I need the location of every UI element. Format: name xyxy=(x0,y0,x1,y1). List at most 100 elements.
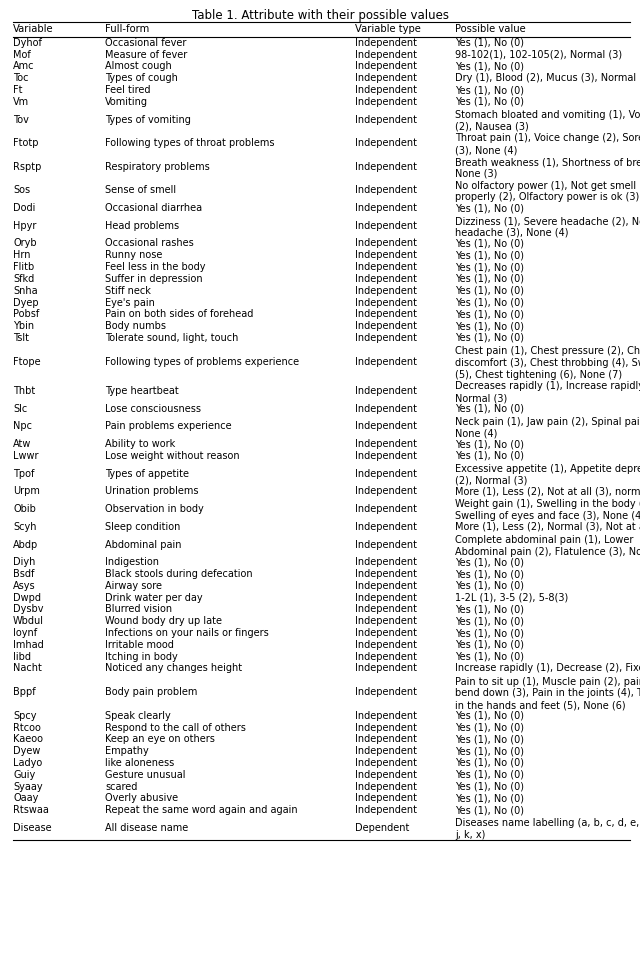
Text: Occasional fever: Occasional fever xyxy=(105,37,186,48)
Text: Normal (3): Normal (3) xyxy=(455,393,508,403)
Text: Ftope: Ftope xyxy=(13,356,40,367)
Text: Independent: Independent xyxy=(355,50,417,59)
Text: Independent: Independent xyxy=(355,805,417,815)
Text: Amc: Amc xyxy=(13,61,35,72)
Text: Pobsf: Pobsf xyxy=(13,309,39,319)
Text: Variable: Variable xyxy=(13,24,54,34)
Text: Weight gain (1), Swelling in the body (2),: Weight gain (1), Swelling in the body (2… xyxy=(455,499,640,510)
Text: Pain to sit up (1), Muscle pain (2), pain to: Pain to sit up (1), Muscle pain (2), pai… xyxy=(455,676,640,687)
Text: Independent: Independent xyxy=(355,651,417,662)
Text: Dysbv: Dysbv xyxy=(13,604,44,614)
Text: (2), Normal (3): (2), Normal (3) xyxy=(455,476,527,486)
Text: Following types of throat problems: Following types of throat problems xyxy=(105,138,275,148)
Text: Yes (1), No (0): Yes (1), No (0) xyxy=(455,37,524,48)
Text: Pain on both sides of forehead: Pain on both sides of forehead xyxy=(105,309,253,319)
Text: Chest pain (1), Chest pressure (2), Chest: Chest pain (1), Chest pressure (2), Ches… xyxy=(455,346,640,356)
Text: More (1), Less (2), Not at all (3), normal (4): More (1), Less (2), Not at all (3), norm… xyxy=(455,487,640,496)
Text: Occasional diarrhea: Occasional diarrhea xyxy=(105,203,202,213)
Text: Types of cough: Types of cough xyxy=(105,73,178,83)
Text: Urpm: Urpm xyxy=(13,487,40,496)
Text: None (4): None (4) xyxy=(455,428,497,439)
Text: Yes (1), No (0): Yes (1), No (0) xyxy=(455,793,524,804)
Text: Independent: Independent xyxy=(355,403,417,414)
Text: Ybin: Ybin xyxy=(13,321,34,331)
Text: Yes (1), No (0): Yes (1), No (0) xyxy=(455,628,524,638)
Text: Sfkd: Sfkd xyxy=(13,274,35,284)
Text: Independent: Independent xyxy=(355,298,417,308)
Text: Abdp: Abdp xyxy=(13,539,38,550)
Text: Independent: Independent xyxy=(355,628,417,638)
Text: Black stools during defecation: Black stools during defecation xyxy=(105,569,253,579)
Text: 98-102(1), 102-105(2), Normal (3): 98-102(1), 102-105(2), Normal (3) xyxy=(455,50,622,59)
Text: Snha: Snha xyxy=(13,285,38,296)
Text: Guiy: Guiy xyxy=(13,769,35,780)
Text: Dependent: Dependent xyxy=(355,823,410,833)
Text: Variable type: Variable type xyxy=(355,24,421,34)
Text: Irritable mood: Irritable mood xyxy=(105,640,174,650)
Text: Independent: Independent xyxy=(355,138,417,148)
Text: Abdominal pain (2), Flatulence (3), None (4): Abdominal pain (2), Flatulence (3), None… xyxy=(455,547,640,557)
Text: Pain problems experience: Pain problems experience xyxy=(105,422,232,431)
Text: Slc: Slc xyxy=(13,403,28,414)
Text: Infections on your nails or fingers: Infections on your nails or fingers xyxy=(105,628,269,638)
Text: Independent: Independent xyxy=(355,185,417,195)
Text: Dyhof: Dyhof xyxy=(13,37,42,48)
Text: Disease: Disease xyxy=(13,823,52,833)
Text: Tslt: Tslt xyxy=(13,333,29,343)
Text: Atw: Atw xyxy=(13,439,31,449)
Text: Independent: Independent xyxy=(355,250,417,261)
Text: Yes (1), No (0): Yes (1), No (0) xyxy=(455,451,524,461)
Text: Yes (1), No (0): Yes (1), No (0) xyxy=(455,239,524,248)
Text: Ability to work: Ability to work xyxy=(105,439,175,449)
Text: Independent: Independent xyxy=(355,115,417,125)
Text: in the hands and feet (5), None (6): in the hands and feet (5), None (6) xyxy=(455,700,626,710)
Text: Breath weakness (1), Shortness of breath (2),: Breath weakness (1), Shortness of breath… xyxy=(455,157,640,167)
Text: Independent: Independent xyxy=(355,539,417,550)
Text: Independent: Independent xyxy=(355,285,417,296)
Text: Independent: Independent xyxy=(355,274,417,284)
Text: Dyew: Dyew xyxy=(13,746,40,756)
Text: Flitb: Flitb xyxy=(13,262,35,272)
Text: Independent: Independent xyxy=(355,522,417,532)
Text: Lwwr: Lwwr xyxy=(13,451,38,461)
Text: Mof: Mof xyxy=(13,50,31,59)
Text: Independent: Independent xyxy=(355,793,417,804)
Text: Observation in body: Observation in body xyxy=(105,504,204,514)
Text: Body pain problem: Body pain problem xyxy=(105,687,197,697)
Text: Rsptp: Rsptp xyxy=(13,162,42,171)
Text: Independent: Independent xyxy=(355,640,417,650)
Text: Toc: Toc xyxy=(13,73,29,83)
Text: Independent: Independent xyxy=(355,558,417,567)
Text: Independent: Independent xyxy=(355,61,417,72)
Text: Independent: Independent xyxy=(355,569,417,579)
Text: No olfactory power (1), Not get smell: No olfactory power (1), Not get smell xyxy=(455,181,636,191)
Text: Indigestion: Indigestion xyxy=(105,558,159,567)
Text: Feel less in the body: Feel less in the body xyxy=(105,262,205,272)
Text: Yes (1), No (0): Yes (1), No (0) xyxy=(455,782,524,791)
Text: Tolerate sound, light, touch: Tolerate sound, light, touch xyxy=(105,333,238,343)
Text: Blurred vision: Blurred vision xyxy=(105,604,172,614)
Text: Independent: Independent xyxy=(355,687,417,697)
Text: Yes (1), No (0): Yes (1), No (0) xyxy=(455,746,524,756)
Text: Yes (1), No (0): Yes (1), No (0) xyxy=(455,298,524,308)
Text: Yes (1), No (0): Yes (1), No (0) xyxy=(455,262,524,272)
Text: Independent: Independent xyxy=(355,769,417,780)
Text: Overly abusive: Overly abusive xyxy=(105,793,178,804)
Text: Independent: Independent xyxy=(355,711,417,720)
Text: Spcy: Spcy xyxy=(13,711,36,720)
Text: Independent: Independent xyxy=(355,321,417,331)
Text: Yes (1), No (0): Yes (1), No (0) xyxy=(455,403,524,414)
Text: like aloneness: like aloneness xyxy=(105,758,174,768)
Text: Lose consciousness: Lose consciousness xyxy=(105,403,201,414)
Text: Feel tired: Feel tired xyxy=(105,85,150,95)
Text: Stomach bloated and vomiting (1), Vomiting: Stomach bloated and vomiting (1), Vomiti… xyxy=(455,110,640,120)
Text: Ladyo: Ladyo xyxy=(13,758,42,768)
Text: Dry (1), Blood (2), Mucus (3), Normal (4): Dry (1), Blood (2), Mucus (3), Normal (4… xyxy=(455,73,640,83)
Text: Independent: Independent xyxy=(355,451,417,461)
Text: Dodi: Dodi xyxy=(13,203,35,213)
Text: Independent: Independent xyxy=(355,220,417,231)
Text: Sos: Sos xyxy=(13,185,30,195)
Text: Rtswaa: Rtswaa xyxy=(13,805,49,815)
Text: Independent: Independent xyxy=(355,593,417,603)
Text: headache (3), None (4): headache (3), None (4) xyxy=(455,228,568,238)
